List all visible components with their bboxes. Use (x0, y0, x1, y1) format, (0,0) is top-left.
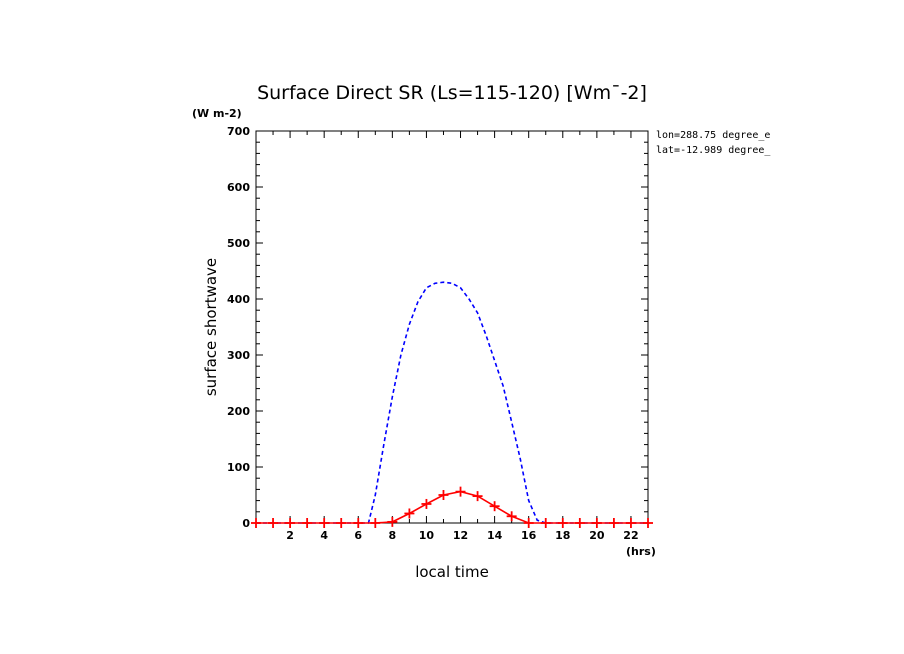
series-2-point (625, 518, 636, 528)
y-tick-label: 400 (227, 293, 250, 306)
series-2-point (302, 518, 313, 528)
x-tick-label: 16 (521, 529, 537, 542)
y-tick-label: 600 (227, 181, 250, 194)
series-2-point (268, 518, 279, 528)
series-2-point (574, 518, 585, 528)
x-tick-label: 12 (453, 529, 468, 542)
x-tick-label: 20 (589, 529, 605, 542)
x-tick-label: 18 (555, 529, 570, 542)
series-line-2 (256, 490, 648, 524)
series-2-point (370, 518, 381, 528)
y-tick-label: 500 (227, 237, 250, 250)
axes: 2 4 6 8 10 12 14 16 18 20 22 0 100 200 300 400 500 600 700 (227, 125, 649, 542)
y-tick-label: 700 (227, 125, 250, 138)
x-tick-label: 22 (623, 529, 638, 542)
y-tick-label: 0 (242, 517, 250, 530)
x-tick-label: 14 (487, 529, 503, 542)
series-2-point (336, 518, 347, 528)
y-tick-label: 300 (227, 349, 250, 362)
x-tick-label: 6 (354, 529, 362, 542)
series-2-point (319, 518, 330, 528)
series-2-point (421, 498, 432, 509)
x-axis-title: local time (415, 563, 489, 581)
series-2-point (608, 518, 619, 528)
series-2-point (489, 501, 500, 512)
series-2-point (540, 518, 551, 528)
series-2-point (523, 518, 534, 528)
series-2-point (387, 516, 398, 527)
y-unit-label: (W m-2) (192, 107, 242, 120)
series-2-point (643, 518, 653, 528)
series-layer (251, 281, 653, 528)
series-2-point (353, 518, 364, 528)
lon-annotation: lon=288.75 degree_e (656, 130, 770, 141)
series-2-point (251, 518, 261, 528)
y-tick-label: 100 (227, 461, 250, 474)
x-tick-label: 2 (286, 529, 294, 542)
series-2-point (404, 508, 415, 519)
x-tick-label: 8 (389, 529, 397, 542)
chart-title: Surface Direct SR (Ls=115-120) [Wm¯-2] (257, 82, 647, 104)
x-tick-label: 10 (419, 529, 435, 542)
x-unit-label: (hrs) (626, 545, 656, 558)
y-axis-title: surface shortwave (202, 258, 220, 396)
series-2-point (455, 486, 466, 497)
series-2-point (472, 491, 483, 502)
plot-frame (255, 130, 649, 524)
y-tick-label: 200 (227, 405, 250, 418)
lat-annotation: lat=-12.989 degree_ (656, 145, 771, 156)
series-2-point (285, 518, 296, 528)
series-line-1 (256, 281, 648, 524)
series-2-point (557, 518, 568, 528)
x-tick-label: 4 (320, 529, 328, 542)
series-2-point (506, 511, 517, 522)
series-2-point (438, 490, 449, 500)
series-2-point (591, 518, 602, 528)
